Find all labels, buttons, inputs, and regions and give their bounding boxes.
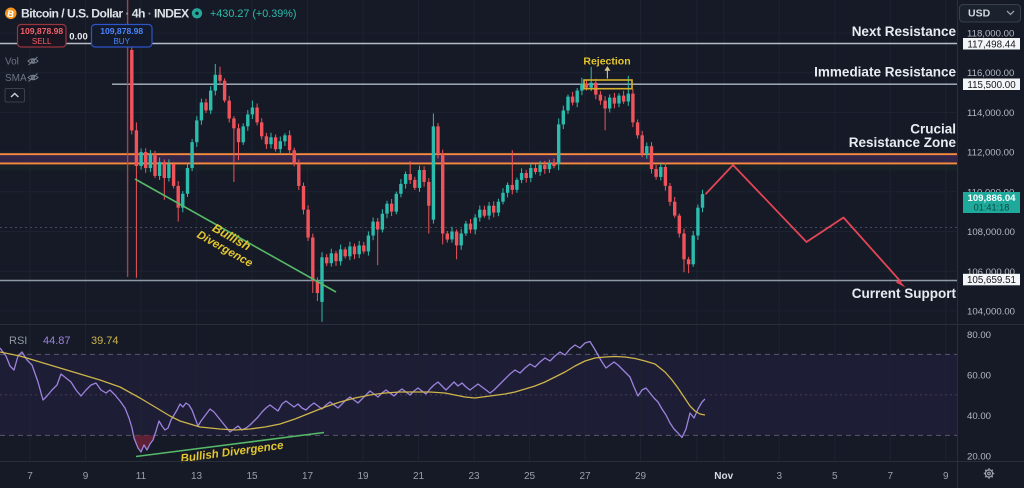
svg-text:44.87: 44.87 — [43, 335, 71, 347]
svg-text:60.00: 60.00 — [967, 370, 991, 381]
svg-text:27: 27 — [579, 471, 591, 482]
svg-text:7: 7 — [27, 471, 33, 482]
svg-text:106,000.00: 106,000.00 — [967, 267, 1015, 278]
svg-text:29: 29 — [635, 471, 647, 482]
svg-text:B: B — [6, 8, 15, 20]
svg-text:Rejection: Rejection — [583, 56, 630, 68]
svg-text:39.74: 39.74 — [91, 335, 119, 347]
svg-text:Vol: Vol — [5, 57, 19, 68]
svg-text:112,000.00: 112,000.00 — [967, 148, 1014, 159]
svg-text:Immediate Resistance: Immediate Resistance — [814, 65, 956, 80]
svg-text:Bitcoin / U.S. Dollar · 4h · I: Bitcoin / U.S. Dollar · 4h · INDEX — [21, 7, 190, 21]
svg-text:80.00: 80.00 — [967, 330, 991, 341]
svg-text:114,000.00: 114,000.00 — [967, 108, 1014, 119]
svg-text:3: 3 — [776, 471, 782, 482]
svg-text:Crucial: Crucial — [910, 122, 956, 137]
svg-text:0.00: 0.00 — [69, 32, 88, 43]
svg-text:23: 23 — [468, 471, 480, 482]
svg-text:20.00: 20.00 — [967, 451, 991, 462]
svg-text:105,659.51: 105,659.51 — [967, 275, 1016, 286]
svg-text:BUY: BUY — [113, 37, 130, 46]
svg-text:+430.27 (+0.39%): +430.27 (+0.39%) — [210, 8, 296, 20]
svg-text:40.00: 40.00 — [967, 411, 991, 422]
svg-text:SMA: SMA — [5, 73, 27, 84]
svg-text:5: 5 — [832, 471, 838, 482]
svg-text:117,498.44: 117,498.44 — [967, 39, 1016, 50]
svg-text:21: 21 — [413, 471, 425, 482]
svg-text:25: 25 — [524, 471, 536, 482]
svg-text:Resistance Zone: Resistance Zone — [849, 135, 957, 150]
svg-text:Current Support: Current Support — [852, 286, 957, 301]
svg-text:01:41:18: 01:41:18 — [974, 202, 1010, 212]
svg-text:109,886.04: 109,886.04 — [967, 193, 1016, 204]
svg-text:Nov: Nov — [714, 471, 733, 482]
svg-text:109,878.98: 109,878.98 — [20, 26, 63, 36]
svg-text:104,000.00: 104,000.00 — [967, 307, 1015, 318]
svg-text:9: 9 — [943, 471, 949, 482]
svg-text:15: 15 — [246, 471, 258, 482]
svg-text:108,000.00: 108,000.00 — [967, 227, 1015, 238]
svg-text:9: 9 — [83, 471, 89, 482]
svg-text:118,000.00: 118,000.00 — [967, 29, 1014, 40]
svg-text:11: 11 — [136, 471, 147, 482]
svg-text:116,000.00: 116,000.00 — [967, 68, 1014, 79]
svg-text:19: 19 — [357, 471, 369, 482]
svg-text:SELL: SELL — [32, 37, 52, 46]
svg-text:7: 7 — [887, 471, 893, 482]
svg-text:115,500.00: 115,500.00 — [967, 80, 1016, 91]
svg-text:Next Resistance: Next Resistance — [852, 24, 957, 39]
svg-text:13: 13 — [191, 471, 203, 482]
svg-text:USD: USD — [968, 8, 991, 20]
svg-text:109,878.98: 109,878.98 — [100, 26, 143, 36]
svg-text:17: 17 — [302, 471, 314, 482]
svg-text:RSI: RSI — [9, 335, 27, 347]
